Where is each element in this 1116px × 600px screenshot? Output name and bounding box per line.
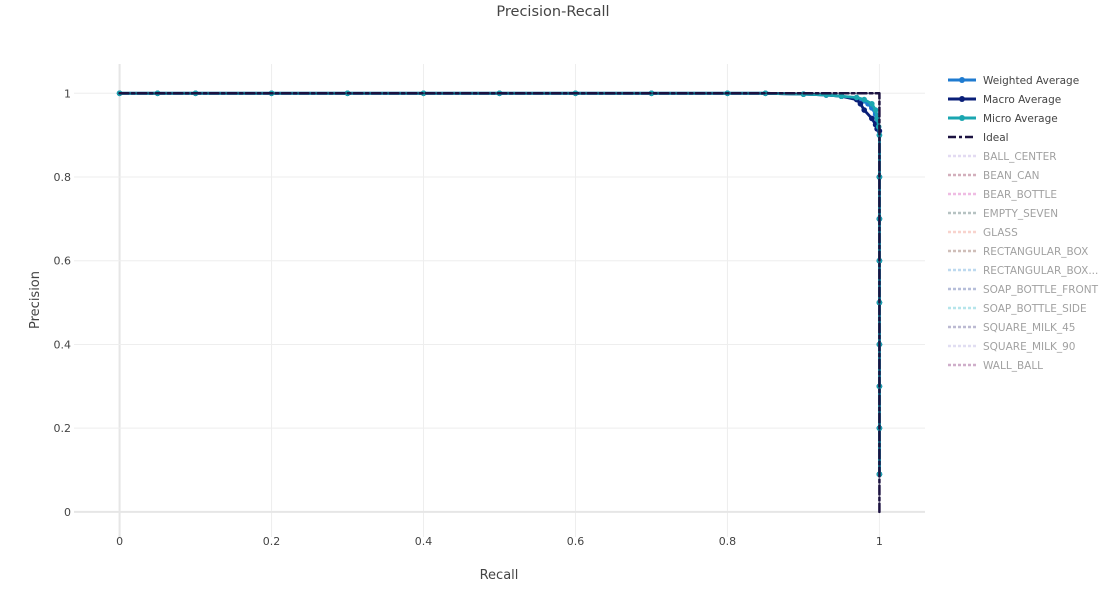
y-tick-label: 0.8 [54, 171, 72, 184]
legend-label: BEAR_BOTTLE [983, 189, 1057, 201]
legend: Weighted Average Macro Average Micro Avera… [948, 75, 1099, 372]
legend-item: EMPTY_SEVEN [948, 208, 1058, 220]
data-point [853, 94, 860, 101]
data-point [869, 115, 875, 122]
legend-label: EMPTY_SEVEN [983, 208, 1058, 220]
legend-item: BALL_CENTER [948, 151, 1057, 163]
data-point [857, 100, 864, 107]
legend-label: Micro Average [983, 113, 1058, 125]
legend-label: SQUARE_MILK_90 [983, 341, 1075, 353]
axes: 0 0.2 0.4 0.6 0.8 1 0 0.2 0.4 0.6 0.8 1 [54, 87, 883, 548]
legend-item: SQUARE_MILK_45 [948, 322, 1075, 334]
plot-area [116, 90, 883, 514]
x-tick-label: 1 [876, 535, 883, 548]
x-tick-label: 0 [116, 535, 123, 548]
legend-label: SQUARE_MILK_45 [983, 322, 1075, 334]
chart-title: Precision-Recall [496, 4, 609, 20]
legend-label: SOAP_BOTTLE_SIDE [983, 303, 1087, 315]
legend-item: BEAN_CAN [948, 170, 1040, 182]
data-point [872, 107, 879, 113]
y-tick-label: 0.6 [54, 255, 72, 268]
legend-label: GLASS [983, 227, 1018, 239]
x-tick-label: 0.8 [719, 535, 737, 548]
legend-marker [959, 77, 965, 83]
x-tick-label: 0.6 [567, 535, 585, 548]
legend-label: Ideal [983, 132, 1009, 144]
legend-item: WALL_BALL [948, 360, 1043, 372]
grid [74, 64, 925, 537]
series-line-ideal [118, 92, 881, 514]
legend-item: Weighted Average [948, 75, 1079, 87]
legend-item: RECTANGULAR_BOX [948, 246, 1088, 258]
legend-item: GLASS [948, 227, 1018, 239]
series-line-micro-average [118, 91, 881, 476]
data-point [869, 100, 875, 107]
legend-item: SOAP_BOTTLE_FRONT [948, 284, 1099, 296]
y-tick-label: 0.2 [54, 422, 72, 435]
x-axis-title: Recall [480, 568, 519, 583]
legend-label: BEAN_CAN [983, 170, 1040, 182]
legend-label: RECTANGULAR_BOX [983, 246, 1088, 258]
data-point [861, 107, 868, 113]
data-point [838, 93, 845, 100]
legend-label: Weighted Average [983, 75, 1079, 87]
series-line-macro-average [118, 91, 881, 476]
legend-marker [959, 115, 965, 121]
legend-item: BEAR_BOTTLE [948, 189, 1057, 201]
legend-item: SOAP_BOTTLE_SIDE [948, 303, 1087, 315]
data-point [861, 96, 868, 103]
legend-item: Ideal [948, 132, 1009, 144]
legend-item: SQUARE_MILK_90 [948, 341, 1075, 353]
legend-label: WALL_BALL [983, 360, 1043, 372]
legend-item: RECTANGULAR_BOX... [948, 265, 1098, 277]
legend-item: Micro Average [948, 113, 1058, 125]
y-tick-label: 0 [64, 506, 71, 519]
x-tick-label: 0.2 [263, 535, 281, 548]
legend-label: SOAP_BOTTLE_FRONT [983, 284, 1099, 296]
x-tick-label: 0.4 [415, 535, 433, 548]
series-line-weighted-average [118, 91, 881, 476]
legend-label: BALL_CENTER [983, 151, 1057, 163]
legend-item: Macro Average [948, 94, 1061, 106]
y-axis-title: Precision [28, 271, 43, 329]
y-tick-label: 0.4 [54, 338, 72, 351]
y-tick-label: 1 [64, 87, 71, 100]
legend-marker [959, 96, 965, 102]
legend-label: Macro Average [983, 94, 1061, 106]
legend-label: RECTANGULAR_BOX... [983, 265, 1098, 277]
